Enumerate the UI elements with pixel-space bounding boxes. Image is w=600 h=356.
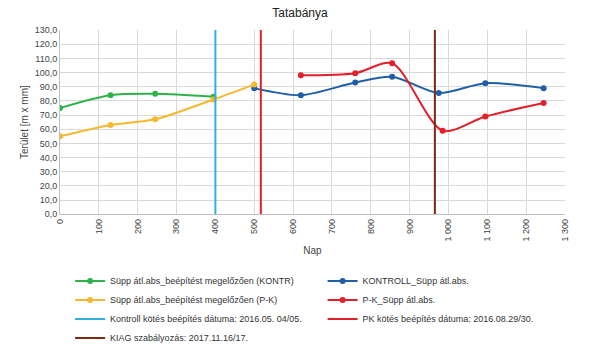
svg-text:Süpp átl.abs_beépítést megelőz: Süpp átl.abs_beépítést megelőzően (P-K) (110, 295, 277, 305)
svg-text:90,0: 90,0 (40, 82, 58, 92)
svg-text:1 100: 1 100 (482, 219, 492, 242)
svg-text:0,0: 0,0 (45, 209, 58, 219)
svg-text:20,0: 20,0 (40, 181, 58, 191)
svg-text:Süpp átl.abs_beépítést megelőz: Süpp átl.abs_beépítést megelőzően (KONTR… (110, 276, 294, 286)
svg-text:1 300: 1 300 (560, 219, 570, 242)
svg-text:1 200: 1 200 (521, 219, 531, 242)
svg-text:KONTROLL_Süpp átl.abs.: KONTROLL_Süpp átl.abs. (363, 276, 469, 286)
svg-text:100: 100 (94, 219, 104, 234)
svg-text:10,0: 10,0 (40, 195, 58, 205)
svg-text:Nap: Nap (303, 245, 322, 256)
svg-text:700: 700 (327, 219, 337, 234)
svg-text:PK kötés beépítés dátuma: 2016: PK kötés beépítés dátuma: 2016.08.29/30. (363, 314, 534, 324)
svg-text:900: 900 (405, 219, 415, 234)
svg-text:Terület [m x mm]: Terület [m x mm] (19, 85, 30, 159)
svg-text:KIAG szabályozás: 2017.11.16/1: KIAG szabályozás: 2017.11.16/17. (110, 333, 248, 343)
svg-text:600: 600 (288, 219, 298, 234)
svg-text:500: 500 (249, 219, 259, 234)
svg-text:80,0: 80,0 (40, 96, 58, 106)
svg-text:70,0: 70,0 (40, 110, 58, 120)
svg-text:100,0: 100,0 (35, 68, 58, 78)
svg-text:30,0: 30,0 (40, 167, 58, 177)
svg-text:0: 0 (55, 219, 65, 224)
svg-text:130,0: 130,0 (35, 25, 58, 35)
svg-text:300: 300 (171, 219, 181, 234)
svg-text:1 000: 1 000 (443, 219, 453, 242)
svg-text:800: 800 (366, 219, 376, 234)
svg-text:Tatabánya: Tatabánya (272, 6, 328, 20)
svg-text:Kontroll kötés beépítés dátuma: Kontroll kötés beépítés dátuma: 2016.05.… (110, 314, 302, 324)
svg-text:400: 400 (210, 219, 220, 234)
svg-text:P-K_Süpp átl.abs.: P-K_Süpp átl.abs. (363, 295, 436, 305)
svg-text:120,0: 120,0 (35, 39, 58, 49)
svg-text:200: 200 (133, 219, 143, 234)
svg-text:50,0: 50,0 (40, 139, 58, 149)
svg-text:60,0: 60,0 (40, 124, 58, 134)
svg-text:40,0: 40,0 (40, 153, 58, 163)
svg-text:110,0: 110,0 (35, 54, 57, 64)
